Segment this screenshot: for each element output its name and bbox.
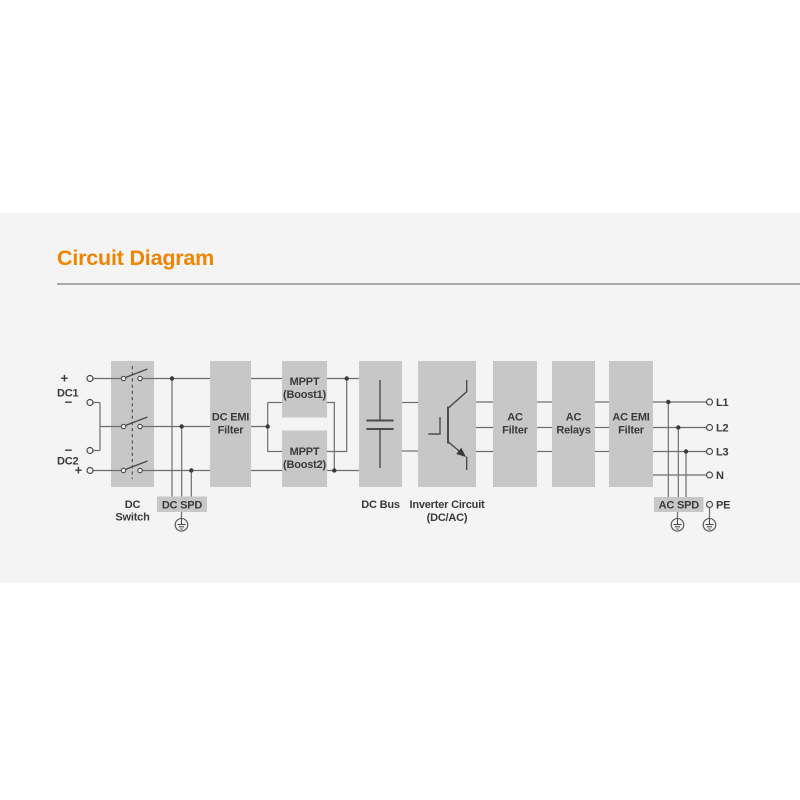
l2-label: L2: [716, 423, 729, 435]
ac-relays-label-1: AC: [566, 412, 582, 424]
inverter-label-2: (DC/AC): [427, 512, 468, 524]
junction-dot: [265, 424, 270, 429]
labels: + DC1 − − DC2 + DC EMI Filter MPPT (Boos…: [57, 371, 730, 525]
junction-dot: [344, 376, 349, 381]
ground-icon: [670, 517, 685, 532]
ac-emi-filter-label-2: Filter: [618, 425, 645, 437]
mppt-boost2-label-1: MPPT: [290, 446, 320, 458]
ac-spd-block: [654, 497, 704, 512]
terminal-dc1-minus: [86, 398, 94, 407]
ground-icon: [702, 517, 717, 532]
mppt-boost1-block: [282, 361, 327, 418]
ac-filter-label-2: Filter: [502, 425, 529, 437]
blocks: [111, 361, 704, 512]
junction-dot: [169, 376, 175, 381]
igbt-emitter: [447, 441, 460, 452]
dc2-plus-sign: +: [75, 463, 83, 478]
dc2-label: DC2: [57, 456, 78, 468]
capacitor-icon: [366, 380, 394, 468]
junction-dot: [179, 424, 184, 429]
terminal-l2: [705, 423, 714, 432]
ac-relays-label-2: Relays: [556, 425, 590, 437]
igbt-emitter-arrow: [456, 447, 466, 457]
page-title: Circuit Diagram: [57, 246, 215, 270]
mppt-boost2-block: [282, 430, 327, 487]
mppt-boost1-label-2: (Boost1): [283, 389, 327, 401]
dc-switch-label-2: Switch: [115, 512, 150, 524]
dc-spd-block: [157, 496, 207, 512]
ac-spd-label: AC SPD: [659, 500, 700, 512]
junction-dots: [169, 376, 689, 473]
switch-contact: [137, 467, 143, 474]
igbt-gate: [428, 417, 441, 435]
igbt-collector: [447, 380, 468, 409]
switch-contact: [120, 375, 127, 382]
n-label: N: [716, 470, 724, 482]
dc-switch-label-1: DC: [125, 499, 141, 511]
terminal-l1: [705, 398, 714, 406]
ac-emi-filter-label-1: AC EMI: [612, 412, 649, 424]
wire: [327, 378, 348, 453]
igbt-icon: [428, 380, 468, 470]
dc-emi-filter-label-1: DC EMI: [212, 412, 249, 424]
l3-label: L3: [716, 447, 729, 459]
switch-contact: [137, 375, 143, 382]
terminal-pe: [705, 500, 714, 509]
dc-emi-filter-block: [210, 361, 251, 487]
terminal-dc2-plus: [86, 466, 94, 475]
ac-filter-block: [493, 361, 537, 487]
ac-output-terminals: [705, 398, 714, 509]
dc-emi-filter-label-2: Filter: [218, 425, 245, 437]
dc-bus-label: DC Bus: [361, 499, 400, 511]
switch-blade: [125, 368, 148, 379]
switch-contact: [120, 467, 127, 474]
switch-contact: [137, 423, 143, 430]
ac-relays-block: [552, 361, 595, 487]
l1-label: L1: [716, 397, 729, 409]
dc-switch-icon: [120, 366, 148, 479]
junction-dot: [332, 468, 337, 473]
terminal-l3: [705, 447, 714, 456]
junction-dot: [666, 399, 671, 405]
junction-dot: [683, 449, 689, 454]
inverter-label-1: Inverter Circuit: [409, 499, 485, 511]
terminal-dc2-minus: [86, 446, 94, 455]
mppt-boost2-label-2: (Boost2): [283, 459, 327, 471]
switch-blade: [125, 416, 148, 427]
dc1-plus-sign: +: [61, 371, 69, 386]
dc1-minus-sign: −: [65, 395, 73, 410]
dc-bus-block: [359, 361, 402, 487]
dc1-label: DC1: [57, 388, 78, 400]
wire: [327, 401, 335, 471]
dc2-minus-sign: −: [65, 443, 73, 458]
ground-icon: [174, 517, 189, 532]
dc-input-terminals: [86, 374, 94, 475]
junction-dot: [676, 425, 681, 430]
switch-blade: [125, 460, 148, 471]
ac-filter-label-1: AC: [507, 412, 523, 424]
terminal-dc1-plus: [86, 374, 94, 383]
dc-spd-label: DC SPD: [162, 500, 203, 512]
title-divider: [57, 282, 800, 285]
mppt-boost1-label-1: MPPT: [290, 376, 320, 388]
terminal-n: [705, 471, 714, 479]
junction-dot: [189, 468, 194, 473]
ac-emi-filter-block: [609, 361, 653, 487]
pe-label: PE: [716, 500, 730, 512]
switch-contact: [120, 423, 127, 430]
